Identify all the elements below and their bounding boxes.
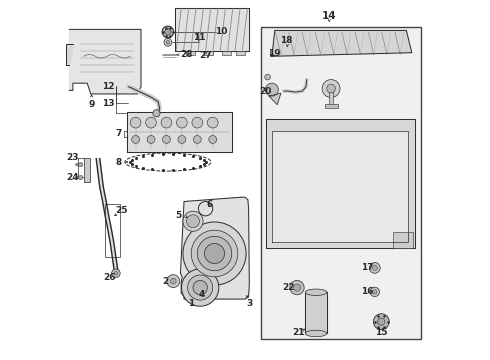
Circle shape	[146, 117, 156, 128]
Circle shape	[188, 275, 213, 300]
Text: 27: 27	[199, 51, 212, 60]
Circle shape	[164, 39, 172, 46]
Circle shape	[191, 230, 238, 277]
Bar	[236, 51, 245, 55]
Text: 22: 22	[283, 283, 295, 292]
Polygon shape	[175, 8, 248, 51]
Text: 7: 7	[116, 129, 122, 138]
Circle shape	[197, 236, 232, 271]
Circle shape	[194, 135, 201, 143]
Text: 24: 24	[67, 173, 79, 182]
Text: 12: 12	[102, 82, 115, 91]
Circle shape	[378, 318, 385, 325]
Polygon shape	[180, 197, 249, 299]
Circle shape	[373, 290, 377, 294]
Text: 11: 11	[193, 33, 205, 42]
Circle shape	[183, 211, 203, 231]
Polygon shape	[126, 112, 232, 152]
Text: 28: 28	[181, 50, 193, 59]
Circle shape	[176, 117, 187, 128]
Circle shape	[178, 135, 186, 143]
Bar	[186, 51, 195, 55]
Text: 19: 19	[268, 49, 281, 58]
Circle shape	[265, 74, 270, 80]
Bar	[324, 104, 338, 108]
Text: 21: 21	[292, 328, 304, 337]
Polygon shape	[272, 31, 412, 56]
Text: 10: 10	[216, 27, 228, 36]
Circle shape	[76, 176, 78, 179]
Circle shape	[76, 163, 78, 166]
Circle shape	[78, 175, 83, 180]
Polygon shape	[272, 131, 408, 242]
Circle shape	[192, 117, 203, 128]
Circle shape	[322, 80, 340, 98]
Bar	[294, 284, 300, 291]
Text: 14: 14	[322, 11, 337, 21]
Text: 16: 16	[361, 287, 373, 296]
Circle shape	[372, 265, 377, 270]
Bar	[221, 51, 231, 55]
Circle shape	[161, 117, 172, 128]
Text: 6: 6	[206, 200, 212, 209]
Circle shape	[181, 269, 219, 306]
Circle shape	[183, 222, 246, 285]
Circle shape	[167, 275, 180, 288]
Circle shape	[78, 162, 83, 167]
Circle shape	[147, 135, 155, 143]
Text: 3: 3	[246, 299, 252, 308]
Bar	[329, 91, 333, 106]
Bar	[105, 204, 120, 257]
Text: 9: 9	[88, 100, 95, 109]
Ellipse shape	[305, 289, 327, 296]
Polygon shape	[69, 30, 141, 94]
Circle shape	[204, 243, 224, 264]
Circle shape	[209, 135, 217, 143]
Text: 5: 5	[175, 211, 182, 220]
Circle shape	[370, 287, 379, 297]
Circle shape	[130, 117, 141, 128]
Text: 20: 20	[259, 86, 271, 95]
Polygon shape	[66, 44, 73, 65]
Circle shape	[171, 278, 176, 284]
Text: 13: 13	[102, 99, 114, 108]
Circle shape	[114, 271, 118, 275]
Text: 26: 26	[103, 273, 116, 282]
Circle shape	[294, 284, 300, 291]
Bar	[261, 27, 421, 338]
Circle shape	[165, 29, 171, 35]
Circle shape	[163, 135, 171, 143]
Polygon shape	[266, 119, 415, 248]
Bar	[204, 51, 213, 55]
Circle shape	[153, 110, 160, 117]
Text: 1: 1	[188, 299, 195, 308]
Circle shape	[373, 314, 389, 329]
Text: 17: 17	[361, 264, 373, 273]
Text: 25: 25	[115, 206, 127, 215]
Text: 23: 23	[67, 153, 79, 162]
Circle shape	[132, 135, 140, 143]
Text: 18: 18	[280, 36, 293, 45]
Circle shape	[266, 83, 278, 96]
Polygon shape	[305, 292, 327, 333]
Circle shape	[290, 280, 304, 295]
Ellipse shape	[305, 330, 327, 337]
Circle shape	[187, 215, 199, 228]
Circle shape	[112, 269, 120, 278]
Circle shape	[369, 262, 380, 273]
Circle shape	[327, 84, 335, 93]
Text: 4: 4	[199, 290, 205, 299]
Circle shape	[166, 41, 170, 44]
Text: 15: 15	[375, 328, 388, 337]
Circle shape	[193, 280, 207, 295]
Bar	[84, 158, 90, 182]
Circle shape	[207, 117, 218, 128]
Text: 2: 2	[162, 276, 169, 285]
Text: 8: 8	[116, 158, 122, 167]
Bar	[393, 232, 413, 248]
Polygon shape	[269, 93, 281, 105]
Polygon shape	[96, 158, 118, 270]
Circle shape	[162, 26, 173, 38]
